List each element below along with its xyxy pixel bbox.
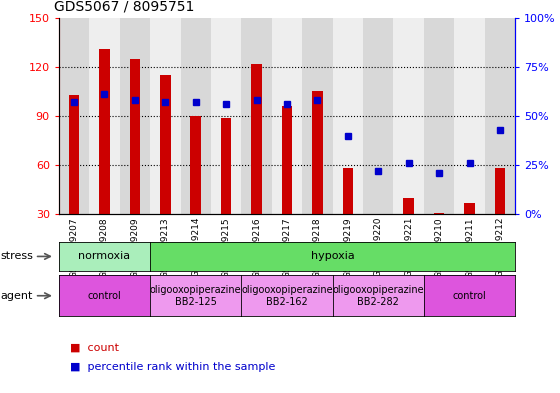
Bar xyxy=(424,18,454,214)
Text: control: control xyxy=(452,291,487,301)
Text: oligooxopiperazine
BB2-162: oligooxopiperazine BB2-162 xyxy=(241,285,333,307)
Bar xyxy=(129,59,140,214)
Bar xyxy=(150,18,180,214)
Bar xyxy=(99,49,110,214)
Text: ■  percentile rank within the sample: ■ percentile rank within the sample xyxy=(70,362,276,373)
Bar xyxy=(120,18,150,214)
Bar xyxy=(403,198,414,214)
Bar xyxy=(312,91,323,214)
Bar xyxy=(251,64,262,214)
Bar xyxy=(302,18,333,214)
Bar xyxy=(89,18,120,214)
Bar xyxy=(333,18,363,214)
Bar xyxy=(180,18,211,214)
Text: control: control xyxy=(87,291,122,301)
Text: oligooxopiperazine
BB2-125: oligooxopiperazine BB2-125 xyxy=(150,285,241,307)
Bar xyxy=(59,18,89,214)
Bar xyxy=(363,18,394,214)
Bar xyxy=(282,106,292,214)
Bar xyxy=(464,203,475,214)
Text: agent: agent xyxy=(1,291,33,301)
Text: ■  count: ■ count xyxy=(70,343,119,353)
Bar xyxy=(211,18,241,214)
Bar xyxy=(494,168,505,214)
Bar xyxy=(485,18,515,214)
Bar xyxy=(160,75,171,214)
Bar xyxy=(394,18,424,214)
Bar xyxy=(241,18,272,214)
Bar xyxy=(69,95,80,214)
Bar xyxy=(434,213,445,214)
Text: GDS5067 / 8095751: GDS5067 / 8095751 xyxy=(54,0,195,14)
Bar xyxy=(454,18,485,214)
Bar xyxy=(190,116,201,214)
Text: normoxia: normoxia xyxy=(78,252,130,261)
Text: hypoxia: hypoxia xyxy=(311,252,354,261)
Bar xyxy=(272,18,302,214)
Bar xyxy=(221,118,231,214)
Text: oligooxopiperazine
BB2-282: oligooxopiperazine BB2-282 xyxy=(333,285,424,307)
Bar xyxy=(343,168,353,214)
Text: stress: stress xyxy=(1,252,34,261)
